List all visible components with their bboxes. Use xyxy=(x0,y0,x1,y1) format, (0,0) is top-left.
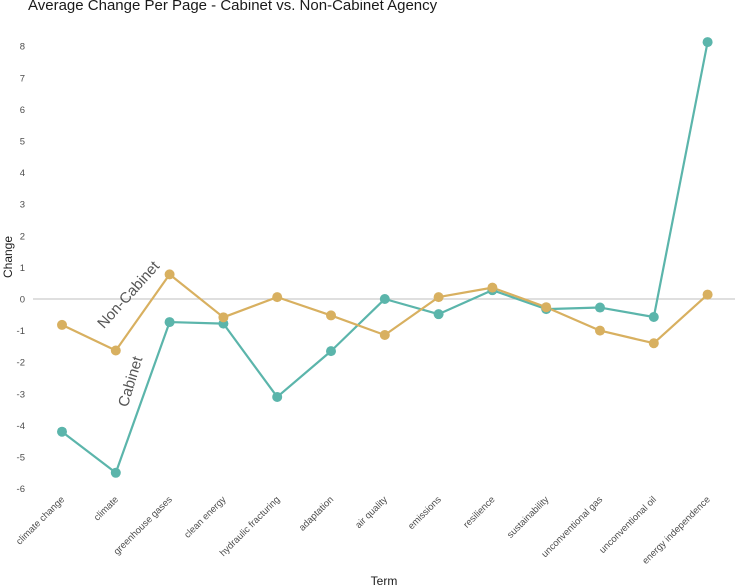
series-line-cabinet xyxy=(61,41,709,474)
x-tick-label-adaptation: adaptation xyxy=(297,494,336,533)
x-tick-label-sustainability: sustainability xyxy=(505,494,551,540)
x-tick-label-clean-energy: clean energy xyxy=(182,494,228,540)
x-tick-label-climate-change: climate change xyxy=(14,494,67,547)
data-point-cabinet-hydraulic-fracturing xyxy=(272,391,283,402)
data-point-non-cabinet-greenhouse-gases xyxy=(164,269,175,280)
series-points xyxy=(57,37,713,478)
series-label-non-cabinet: Non-Cabinet xyxy=(94,257,164,332)
x-tick-label-resilience: resilience xyxy=(461,494,497,530)
data-point-non-cabinet-air-quality xyxy=(379,330,390,341)
data-point-cabinet-greenhouse-gases xyxy=(164,317,175,328)
x-tick-label-greenhouse-gases: greenhouse gases xyxy=(112,494,175,557)
chart-title: Average Change Per Page - Cabinet vs. No… xyxy=(28,0,438,14)
y-tick-label: -1 xyxy=(17,326,25,337)
data-point-non-cabinet-hydraulic-fracturing xyxy=(272,292,283,303)
data-point-cabinet-unconventional-oil xyxy=(648,312,659,323)
data-point-cabinet-energy-independence xyxy=(702,37,713,48)
y-tick-label: 7 xyxy=(20,73,25,84)
y-tick-label: 5 xyxy=(20,137,25,148)
data-point-non-cabinet-resilience xyxy=(487,282,498,293)
y-tick-label: 0 xyxy=(20,295,25,306)
y-tick-label: 2 xyxy=(20,231,25,242)
y-tick-label: -6 xyxy=(17,484,25,495)
data-point-non-cabinet-energy-independence xyxy=(702,289,713,300)
x-axis-title: Term xyxy=(371,574,398,587)
y-axis-ticks: -6 -5 -4 -3 -2 -1 0 1 2 3 4 5 6 7 8 xyxy=(17,42,25,495)
data-point-non-cabinet-climate-change xyxy=(57,319,67,330)
data-point-cabinet-air-quality xyxy=(379,294,390,304)
data-point-non-cabinet-unconventional-oil xyxy=(648,338,659,349)
data-point-cabinet-emissions xyxy=(433,309,444,320)
data-point-cabinet-adaptation xyxy=(326,346,336,357)
x-tick-label-air-quality: air quality xyxy=(353,494,390,531)
data-point-non-cabinet-clean-energy xyxy=(218,312,229,323)
x-tick-label-emissions: emissions xyxy=(406,494,444,532)
y-tick-label: 3 xyxy=(20,200,25,211)
y-axis-title: Change xyxy=(1,236,15,278)
data-point-cabinet-climate-change xyxy=(57,426,67,437)
y-tick-label: -2 xyxy=(17,358,25,369)
x-tick-label-unconventional-oil: unconventional oil xyxy=(597,494,659,556)
data-point-cabinet-climate xyxy=(110,467,121,478)
data-point-non-cabinet-unconventional-gas xyxy=(595,325,605,336)
data-point-non-cabinet-climate xyxy=(110,345,121,356)
x-tick-label-hydraulic-fracturing: hydraulic fracturing xyxy=(218,494,283,559)
y-tick-label: 1 xyxy=(20,263,25,274)
y-tick-label: 4 xyxy=(20,168,25,179)
y-tick-label: 6 xyxy=(20,105,25,116)
data-point-non-cabinet-sustainability xyxy=(541,302,552,313)
data-point-non-cabinet-emissions xyxy=(433,292,444,303)
series-lines xyxy=(61,41,709,474)
y-tick-label: -4 xyxy=(17,421,25,432)
y-tick-label: -3 xyxy=(17,389,25,400)
data-point-non-cabinet-adaptation xyxy=(326,310,336,321)
data-point-cabinet-unconventional-gas xyxy=(595,302,605,313)
y-tick-label: 8 xyxy=(20,42,25,53)
x-tick-label-climate: climate xyxy=(92,494,121,523)
y-tick-label: -5 xyxy=(17,453,25,464)
